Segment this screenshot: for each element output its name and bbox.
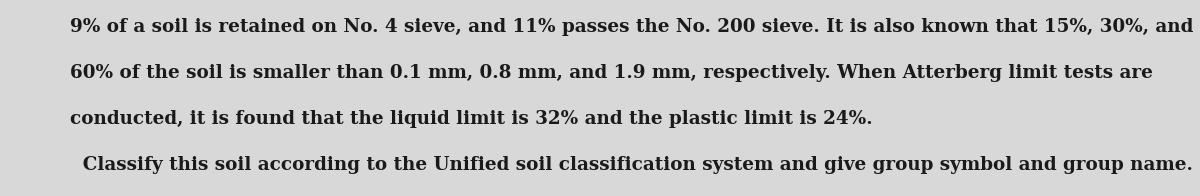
Text: Classify this soil according to the Unified soil classification system and give : Classify this soil according to the Unif…	[70, 156, 1193, 174]
Text: 60% of the soil is smaller than 0.1 mm, 0.8 mm, and 1.9 mm, respectively. When A: 60% of the soil is smaller than 0.1 mm, …	[70, 64, 1152, 82]
Text: 9% of a soil is retained on No. 4 sieve, and 11% passes the No. 200 sieve. It is: 9% of a soil is retained on No. 4 sieve,…	[70, 18, 1193, 36]
Text: conducted, it is found that the liquid limit is 32% and the plastic limit is 24%: conducted, it is found that the liquid l…	[70, 110, 872, 128]
